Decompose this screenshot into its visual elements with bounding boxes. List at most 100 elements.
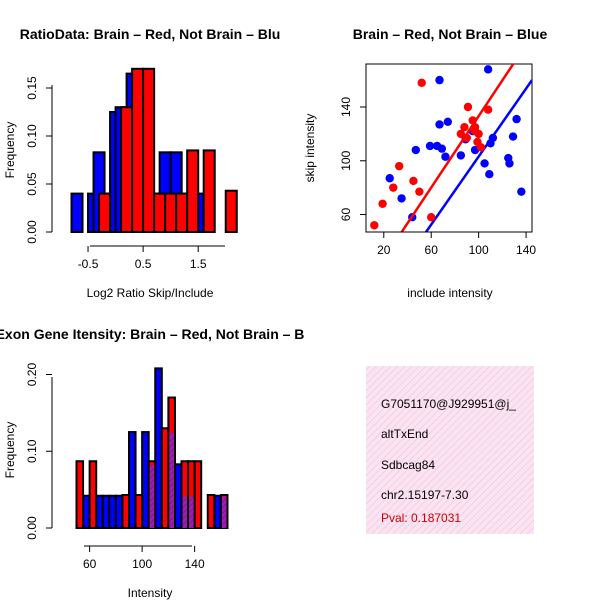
blue-fit-line bbox=[424, 79, 532, 232]
red-point bbox=[415, 187, 424, 196]
blue-point bbox=[512, 114, 521, 124]
red-point bbox=[476, 143, 486, 152]
ratio-histogram: RatioData: Brain – Red, Not Brain – Blu … bbox=[3, 26, 280, 300]
x-tick-label: 140 bbox=[185, 557, 205, 571]
blue-point bbox=[443, 117, 453, 126]
info-background bbox=[366, 366, 534, 534]
overlap-bar bbox=[189, 496, 194, 528]
gene-name-text: Sdbcag84 bbox=[381, 458, 435, 472]
red-bar bbox=[142, 67, 156, 233]
intensity-axes: 60 100 140 0.00 0.10 0.20 bbox=[25, 363, 205, 571]
blue-point bbox=[517, 187, 526, 196]
scatter-marks bbox=[370, 64, 532, 232]
red-bar bbox=[153, 192, 167, 234]
blue-point bbox=[456, 151, 466, 160]
y-tick-label: 140 bbox=[339, 97, 353, 117]
x-tick-label: 1.5 bbox=[190, 257, 207, 271]
red-point bbox=[456, 129, 466, 139]
red-point bbox=[378, 199, 387, 208]
overlap-bar bbox=[221, 496, 227, 528]
red-bar bbox=[134, 494, 144, 529]
overlap-bar bbox=[182, 496, 188, 528]
scatter-plot-box bbox=[365, 63, 533, 233]
red-point bbox=[463, 102, 473, 112]
x-tick-label: 60 bbox=[425, 243, 439, 257]
scatter-plot-area bbox=[370, 64, 532, 232]
x-tick-label: 100 bbox=[469, 243, 489, 257]
blue-point bbox=[435, 75, 444, 85]
y-tick-label: 0.05 bbox=[25, 172, 39, 196]
x-tick-label: 20 bbox=[377, 243, 391, 257]
red-point bbox=[370, 221, 379, 230]
red-bar bbox=[164, 192, 178, 234]
red-bar bbox=[224, 189, 238, 233]
red-bar bbox=[121, 494, 130, 529]
exon-info-panel: G7051170@J929951@j_ altTxEnd Sdbcag84 ch… bbox=[366, 366, 534, 534]
scatter-axes: 20 60 100 140 60 100 140 bbox=[339, 97, 536, 257]
red-fit-line bbox=[400, 64, 515, 232]
scatter-x-axis-label: include intensity bbox=[407, 286, 492, 300]
intensity-chart-title: Exon Gene Itensity: Brain – Red, Not Bra… bbox=[0, 326, 304, 342]
y-tick-label: 0.10 bbox=[25, 439, 39, 463]
y-tick-label: 60 bbox=[339, 208, 353, 222]
red-point bbox=[409, 176, 418, 186]
red-point bbox=[417, 78, 426, 88]
red-bar bbox=[131, 67, 145, 233]
red-point bbox=[483, 105, 493, 114]
blue-point bbox=[385, 174, 394, 183]
red-bar bbox=[175, 192, 189, 234]
scatter-chart-title: Brain – Red, Not Brain – Blue bbox=[353, 26, 548, 42]
y-tick-label: 0.20 bbox=[25, 363, 39, 387]
red-point bbox=[460, 122, 469, 132]
ratio-y-axis-label: Frequency bbox=[3, 122, 17, 179]
blue-point bbox=[425, 141, 435, 151]
red-bar bbox=[186, 149, 200, 233]
blue-point bbox=[508, 132, 518, 141]
red-bar bbox=[75, 460, 85, 529]
red-bar bbox=[206, 494, 216, 529]
overlap-bar bbox=[169, 433, 174, 528]
x-tick-label: -0.5 bbox=[78, 257, 99, 271]
red-point bbox=[474, 129, 483, 139]
red-bar bbox=[98, 192, 112, 234]
x-tick-label: 60 bbox=[83, 557, 97, 571]
red-bar bbox=[120, 106, 134, 233]
ratio-bars bbox=[70, 67, 238, 234]
y-tick-label: 0.15 bbox=[25, 76, 39, 100]
ratio-axes: -0.5 0.5 1.5 0.00 0.05 0.10 0.15 bbox=[25, 76, 225, 271]
pval-text: Pval: 0.187031 bbox=[381, 511, 461, 525]
blue-point bbox=[411, 145, 420, 155]
blue-point bbox=[437, 144, 447, 153]
blue-bar bbox=[128, 431, 137, 529]
red-bar bbox=[202, 149, 216, 233]
y-tick-label: 100 bbox=[339, 150, 353, 170]
scatter-y-axis-label: skip intensity bbox=[303, 114, 317, 183]
location-text: chr2.15197-7.30 bbox=[381, 488, 469, 502]
blue-point bbox=[483, 65, 493, 74]
blue-point bbox=[435, 120, 444, 129]
ratio-x-axis-label: Log2 Ratio Skip/Include bbox=[87, 286, 214, 300]
intensity-scatter: Brain – Red, Not Brain – Blue 20 60 100 140… bbox=[303, 26, 548, 300]
event-type-text: altTxEnd bbox=[381, 427, 428, 441]
red-point bbox=[427, 213, 436, 222]
red-point bbox=[389, 183, 398, 192]
intensity-bars bbox=[75, 367, 229, 530]
x-tick-label: 100 bbox=[132, 557, 152, 571]
intensity-y-axis-label: Frequency bbox=[3, 422, 17, 479]
blue-point bbox=[480, 159, 489, 168]
blue-point bbox=[441, 152, 450, 161]
ratio-chart-title: RatioData: Brain – Red, Not Brain – Blu bbox=[20, 26, 281, 42]
x-tick-label: 0.5 bbox=[135, 257, 152, 271]
blue-bar bbox=[70, 192, 84, 234]
exon-id-text: G7051170@J929951@j_ bbox=[381, 397, 516, 411]
blue-point bbox=[485, 170, 494, 179]
y-tick-label: 0.00 bbox=[25, 220, 39, 244]
intensity-x-axis-label: Intensity bbox=[128, 586, 173, 600]
overlap-bar bbox=[149, 465, 155, 528]
red-bar bbox=[88, 460, 98, 529]
blue-point bbox=[397, 194, 406, 203]
y-tick-label: 0.10 bbox=[25, 124, 39, 148]
x-tick-label: 140 bbox=[516, 243, 536, 257]
red-point bbox=[395, 161, 404, 171]
